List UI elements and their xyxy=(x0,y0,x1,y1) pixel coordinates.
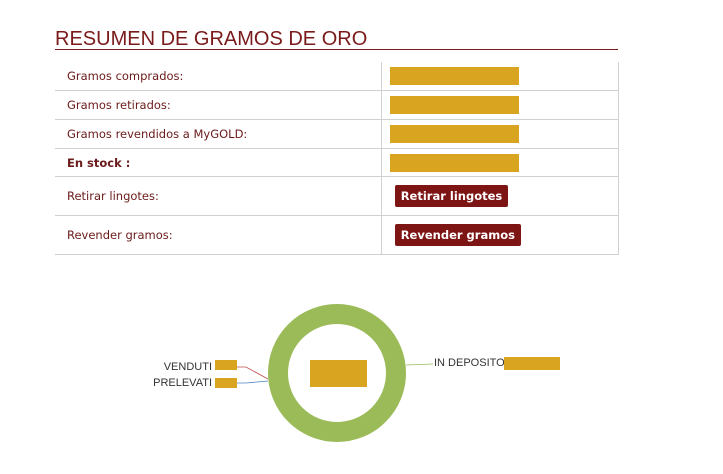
row-label: Gramos retirados: xyxy=(55,90,382,120)
row-label: En stock : xyxy=(55,148,382,177)
venduti-leader-line xyxy=(237,366,269,380)
retirar-lingotes-button[interactable]: Retirar lingotes xyxy=(394,185,509,207)
row-label: Gramos revendidos a MyGOLD: xyxy=(55,119,382,149)
row-label: Revender gramos: xyxy=(55,215,382,255)
in-deposito-redacted-value xyxy=(504,357,560,370)
label-prelevati: PRELEVATI xyxy=(153,377,212,389)
in-deposito-leader-line xyxy=(405,363,434,366)
summary-table: Gramos comprados: Gramos retirados: Gram… xyxy=(55,62,620,255)
label-in-deposito: IN DEPOSITO xyxy=(434,357,505,369)
table-row: Gramos revendidos a MyGOLD: xyxy=(55,119,620,149)
redacted-value xyxy=(389,153,519,172)
table-row: Gramos comprados: xyxy=(55,62,620,91)
prelevati-leader-line xyxy=(237,380,269,384)
label-venduti: VENDUTI xyxy=(164,361,212,373)
redacted-value xyxy=(389,125,519,143)
table-row: Revender gramos: Revender gramos xyxy=(55,215,620,255)
revender-gramos-button[interactable]: Revender gramos xyxy=(394,224,521,246)
table-row: En stock : xyxy=(55,148,620,177)
redacted-value xyxy=(389,96,519,114)
table-row: Gramos retirados: xyxy=(55,90,620,120)
row-label: Gramos comprados: xyxy=(55,62,382,91)
page-title: RESUMEN DE GRAMOS DE ORO xyxy=(55,28,368,50)
redacted-value xyxy=(389,67,519,85)
table-row: Retirar lingotes: Retirar lingotes xyxy=(55,176,620,216)
center-redacted-value xyxy=(310,360,367,387)
title-divider xyxy=(55,49,618,50)
venduti-redacted-value xyxy=(215,360,237,370)
row-label: Retirar lingotes: xyxy=(55,176,382,216)
donut-slice-in-deposito xyxy=(268,304,406,442)
prelevati-redacted-value xyxy=(215,378,237,388)
